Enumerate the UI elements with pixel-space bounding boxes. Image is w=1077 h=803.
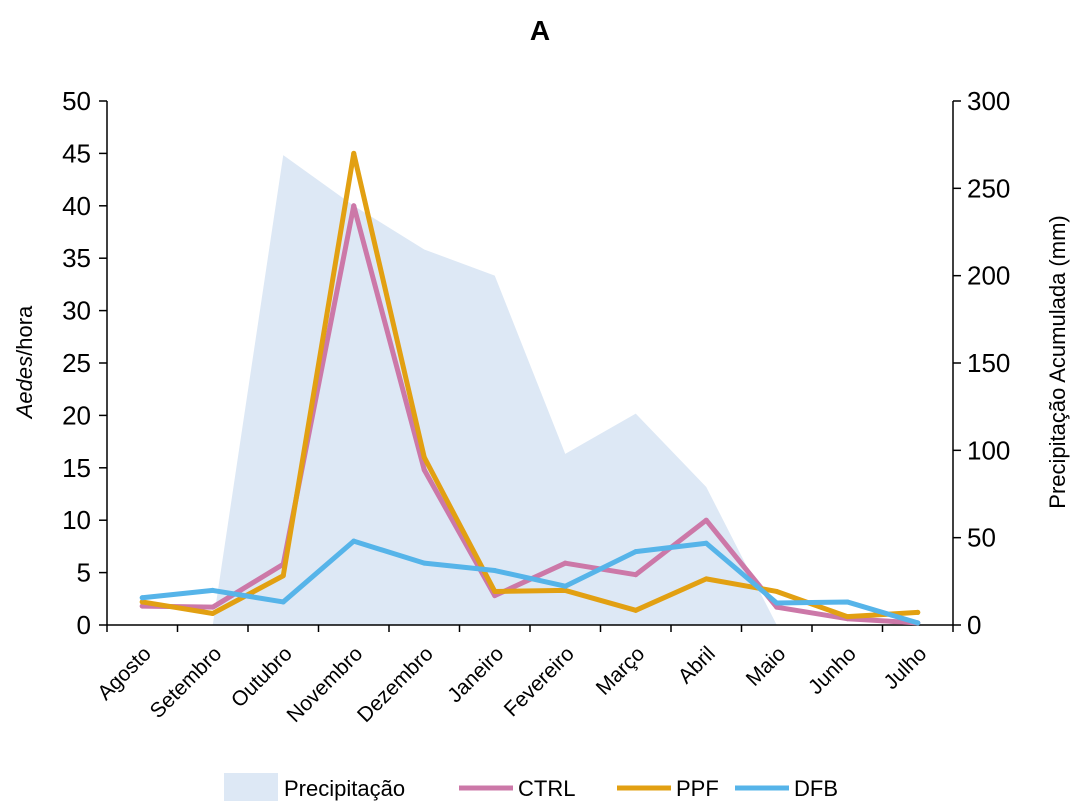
- y-tick-label: 25: [62, 348, 91, 378]
- x-tick-label: Setembro: [146, 642, 227, 723]
- data-point-ctrl: [492, 593, 498, 599]
- data-point-dfb: [139, 595, 145, 601]
- data-point-ppf: [139, 599, 145, 605]
- data-point-dfb: [351, 538, 357, 544]
- legend-label-dfb: DFB: [794, 776, 838, 801]
- series-line-dfb: [139, 538, 921, 626]
- legend: Precipitação CTRL PPF DFB: [224, 773, 838, 801]
- data-point-dfb: [915, 620, 921, 626]
- precipitacao-area: [142, 155, 918, 625]
- y-tick-label: 35: [62, 243, 91, 273]
- data-point-ctrl: [351, 203, 357, 209]
- data-point-dfb: [633, 549, 639, 555]
- y-tick-label: 0: [77, 610, 91, 640]
- y-tick-label: 20: [62, 400, 91, 430]
- data-point-ppf: [280, 573, 286, 579]
- data-point-dfb: [703, 540, 709, 546]
- y2-tick-label: 100: [967, 435, 1010, 465]
- legend-swatch-precipitacao: [224, 773, 278, 801]
- data-point-ppf: [210, 610, 216, 616]
- y2-tick-label: 300: [967, 86, 1010, 116]
- chart-title: A: [530, 15, 550, 46]
- y2-axis-title: Precipitação Acumulada (mm): [1045, 215, 1070, 508]
- x-tick-label: Fevereiro: [500, 642, 579, 721]
- data-point-dfb: [421, 560, 427, 566]
- y2-tick-label: 250: [967, 173, 1010, 203]
- legend-label-ctrl: CTRL: [518, 776, 575, 801]
- data-point-ppf: [633, 607, 639, 613]
- y2-tick-label: 0: [967, 610, 981, 640]
- data-point-ctrl: [210, 604, 216, 610]
- data-point-ppf: [492, 588, 498, 594]
- y-axis-title: Aedes/hora: [12, 305, 37, 420]
- y-tick-label: 30: [62, 296, 91, 326]
- y-tick-label: 10: [62, 505, 91, 535]
- y2-tick-label: 50: [967, 523, 996, 553]
- y2-tick-label: 150: [967, 348, 1010, 378]
- legend-label-ppf: PPF: [676, 776, 719, 801]
- data-point-dfb: [774, 600, 780, 606]
- legend-label-precipitacao: Precipitação: [284, 776, 405, 801]
- x-tick-label: Maio: [742, 642, 790, 690]
- y-tick-label: 50: [62, 86, 91, 116]
- x-tick-label: Março: [592, 642, 650, 700]
- data-point-ctrl: [703, 517, 709, 523]
- data-point-dfb: [844, 599, 850, 605]
- data-point-ctrl: [562, 560, 568, 566]
- data-point-ctrl: [139, 603, 145, 609]
- data-point-ppf: [915, 609, 921, 615]
- y-tick-label: 45: [62, 138, 91, 168]
- x-tick-label: Julho: [880, 642, 932, 694]
- data-point-ctrl: [421, 467, 427, 473]
- y-tick-label: 40: [62, 191, 91, 221]
- data-point-ppf: [774, 588, 780, 594]
- data-point-ppf: [844, 614, 850, 620]
- x-tick-label: Abril: [674, 642, 720, 688]
- series-line-ppf: [139, 150, 921, 620]
- x-tick-label: Outubro: [227, 642, 297, 712]
- x-tick-label: Junho: [804, 642, 861, 699]
- y2-tick-label: 200: [967, 261, 1010, 291]
- data-point-ppf: [421, 454, 427, 460]
- y-axis-title-rest: /hora: [12, 305, 37, 356]
- data-point-dfb: [562, 583, 568, 589]
- data-point-dfb: [492, 568, 498, 574]
- y-tick-label: 15: [62, 453, 91, 483]
- x-tick-label: Novembro: [283, 642, 368, 727]
- y-tick-label: 5: [77, 558, 91, 588]
- data-point-dfb: [280, 599, 286, 605]
- plot-area: 0 5 10 15 20 25 30 35 40 45 50 0 50 100 150 200 250 300 Ag…: [62, 86, 1010, 727]
- data-point-ppf: [703, 576, 709, 582]
- y-axis-title-italic: Aedes: [12, 356, 37, 420]
- data-point-dfb: [210, 587, 216, 593]
- data-point-ppf: [562, 587, 568, 593]
- x-tick-label: Janeiro: [443, 642, 508, 707]
- x-tick-label: Agosto: [93, 642, 156, 705]
- data-point-ctrl: [633, 572, 639, 578]
- x-tick-label: Dezembro: [353, 642, 438, 727]
- data-point-ppf: [351, 150, 357, 156]
- data-point-ctrl: [774, 604, 780, 610]
